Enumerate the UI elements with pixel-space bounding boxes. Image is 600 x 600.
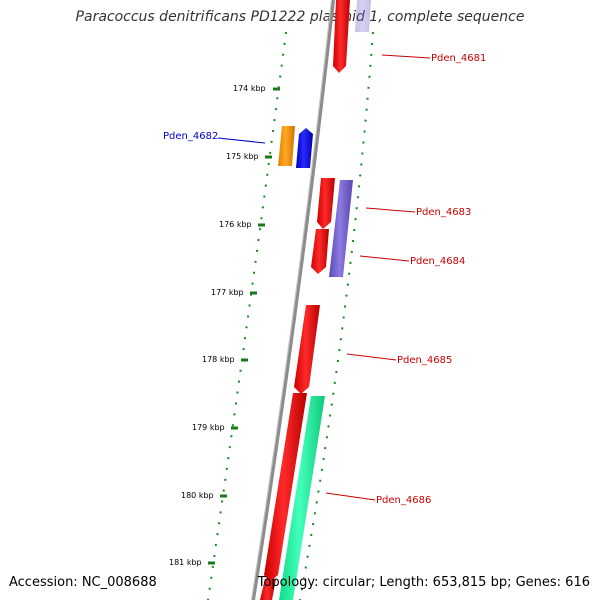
tick-label-174: 174 kbp bbox=[233, 84, 266, 93]
gene-label-pden-4684[interactable]: Pden_4684 bbox=[410, 256, 465, 267]
accession-label: Accession: NC_008688 bbox=[9, 575, 157, 590]
gene-purple-arrow[interactable] bbox=[329, 180, 353, 277]
tick-label-175: 175 kbp bbox=[226, 152, 259, 161]
gene-green-arrow[interactable] bbox=[279, 396, 325, 600]
tick-label-179: 179 kbp bbox=[192, 423, 225, 432]
gene-pden-4683-arrow[interactable] bbox=[317, 178, 335, 229]
gene-pden-4686-arrow[interactable] bbox=[264, 393, 307, 582]
gene-label-pden-4681[interactable]: Pden_4681 bbox=[431, 53, 486, 64]
tick-label-178: 178 kbp bbox=[202, 355, 235, 364]
gene-pden-4685-arrow[interactable] bbox=[294, 305, 320, 394]
topology-label: Topology: circular; Length: 653,815 bp; … bbox=[257, 575, 590, 590]
tick-label-176: 176 kbp bbox=[219, 220, 252, 229]
gene-pden-4681-arrow[interactable] bbox=[333, 0, 350, 73]
gene-label-pden-4686[interactable]: Pden_4686 bbox=[376, 495, 431, 506]
gene-label-pden-4683[interactable]: Pden_4683 bbox=[416, 207, 471, 218]
tick-label-181: 181 kbp bbox=[169, 558, 202, 567]
gene-bottom-red-arrow[interactable] bbox=[260, 579, 276, 600]
backbone-line bbox=[251, 0, 335, 600]
gene-label-pden-4682[interactable]: Pden_4682 bbox=[163, 131, 218, 142]
gene-top-purple-arrow[interactable] bbox=[355, 0, 371, 32]
gene-orange-arrow[interactable] bbox=[278, 126, 295, 166]
gene-label-pden-4685[interactable]: Pden_4685 bbox=[397, 355, 452, 366]
tick-label-180: 180 kbp bbox=[181, 491, 214, 500]
tick-marks bbox=[208, 87, 280, 565]
gene-pden-4682-arrow[interactable] bbox=[296, 128, 313, 168]
gene-pden-4684-arrow[interactable] bbox=[311, 229, 329, 274]
tick-label-177: 177 kbp bbox=[211, 288, 244, 297]
gc-skew-track bbox=[207, 31, 374, 600]
label-leaders bbox=[217, 54, 431, 501]
map-title: Paracoccus denitrificans PD1222 plasmid … bbox=[75, 9, 525, 25]
